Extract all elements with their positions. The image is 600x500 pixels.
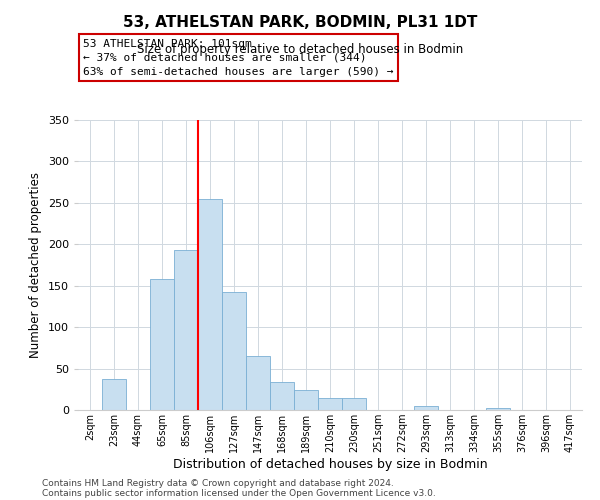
Bar (342, 398, 366, 410)
Bar (246, 356, 270, 410)
Text: Size of property relative to detached houses in Bodmin: Size of property relative to detached ho… (137, 42, 463, 56)
Bar (102, 380, 126, 410)
Bar (150, 279, 174, 410)
Text: 53, ATHELSTAN PARK, BODMIN, PL31 1DT: 53, ATHELSTAN PARK, BODMIN, PL31 1DT (123, 15, 477, 30)
Text: Contains HM Land Registry data © Crown copyright and database right 2024.: Contains HM Land Registry data © Crown c… (42, 478, 394, 488)
Bar (198, 198, 222, 410)
Text: 53 ATHELSTAN PARK: 101sqm
← 37% of detached houses are smaller (344)
63% of semi: 53 ATHELSTAN PARK: 101sqm ← 37% of detac… (83, 39, 394, 77)
Bar (318, 398, 342, 410)
Bar (222, 292, 246, 410)
Bar (294, 390, 318, 410)
Bar (486, 408, 510, 410)
X-axis label: Distribution of detached houses by size in Bodmin: Distribution of detached houses by size … (173, 458, 487, 471)
Text: Contains public sector information licensed under the Open Government Licence v3: Contains public sector information licen… (42, 488, 436, 498)
Bar (414, 406, 438, 410)
Bar (270, 382, 294, 410)
Y-axis label: Number of detached properties: Number of detached properties (29, 172, 42, 358)
Bar (174, 250, 198, 410)
